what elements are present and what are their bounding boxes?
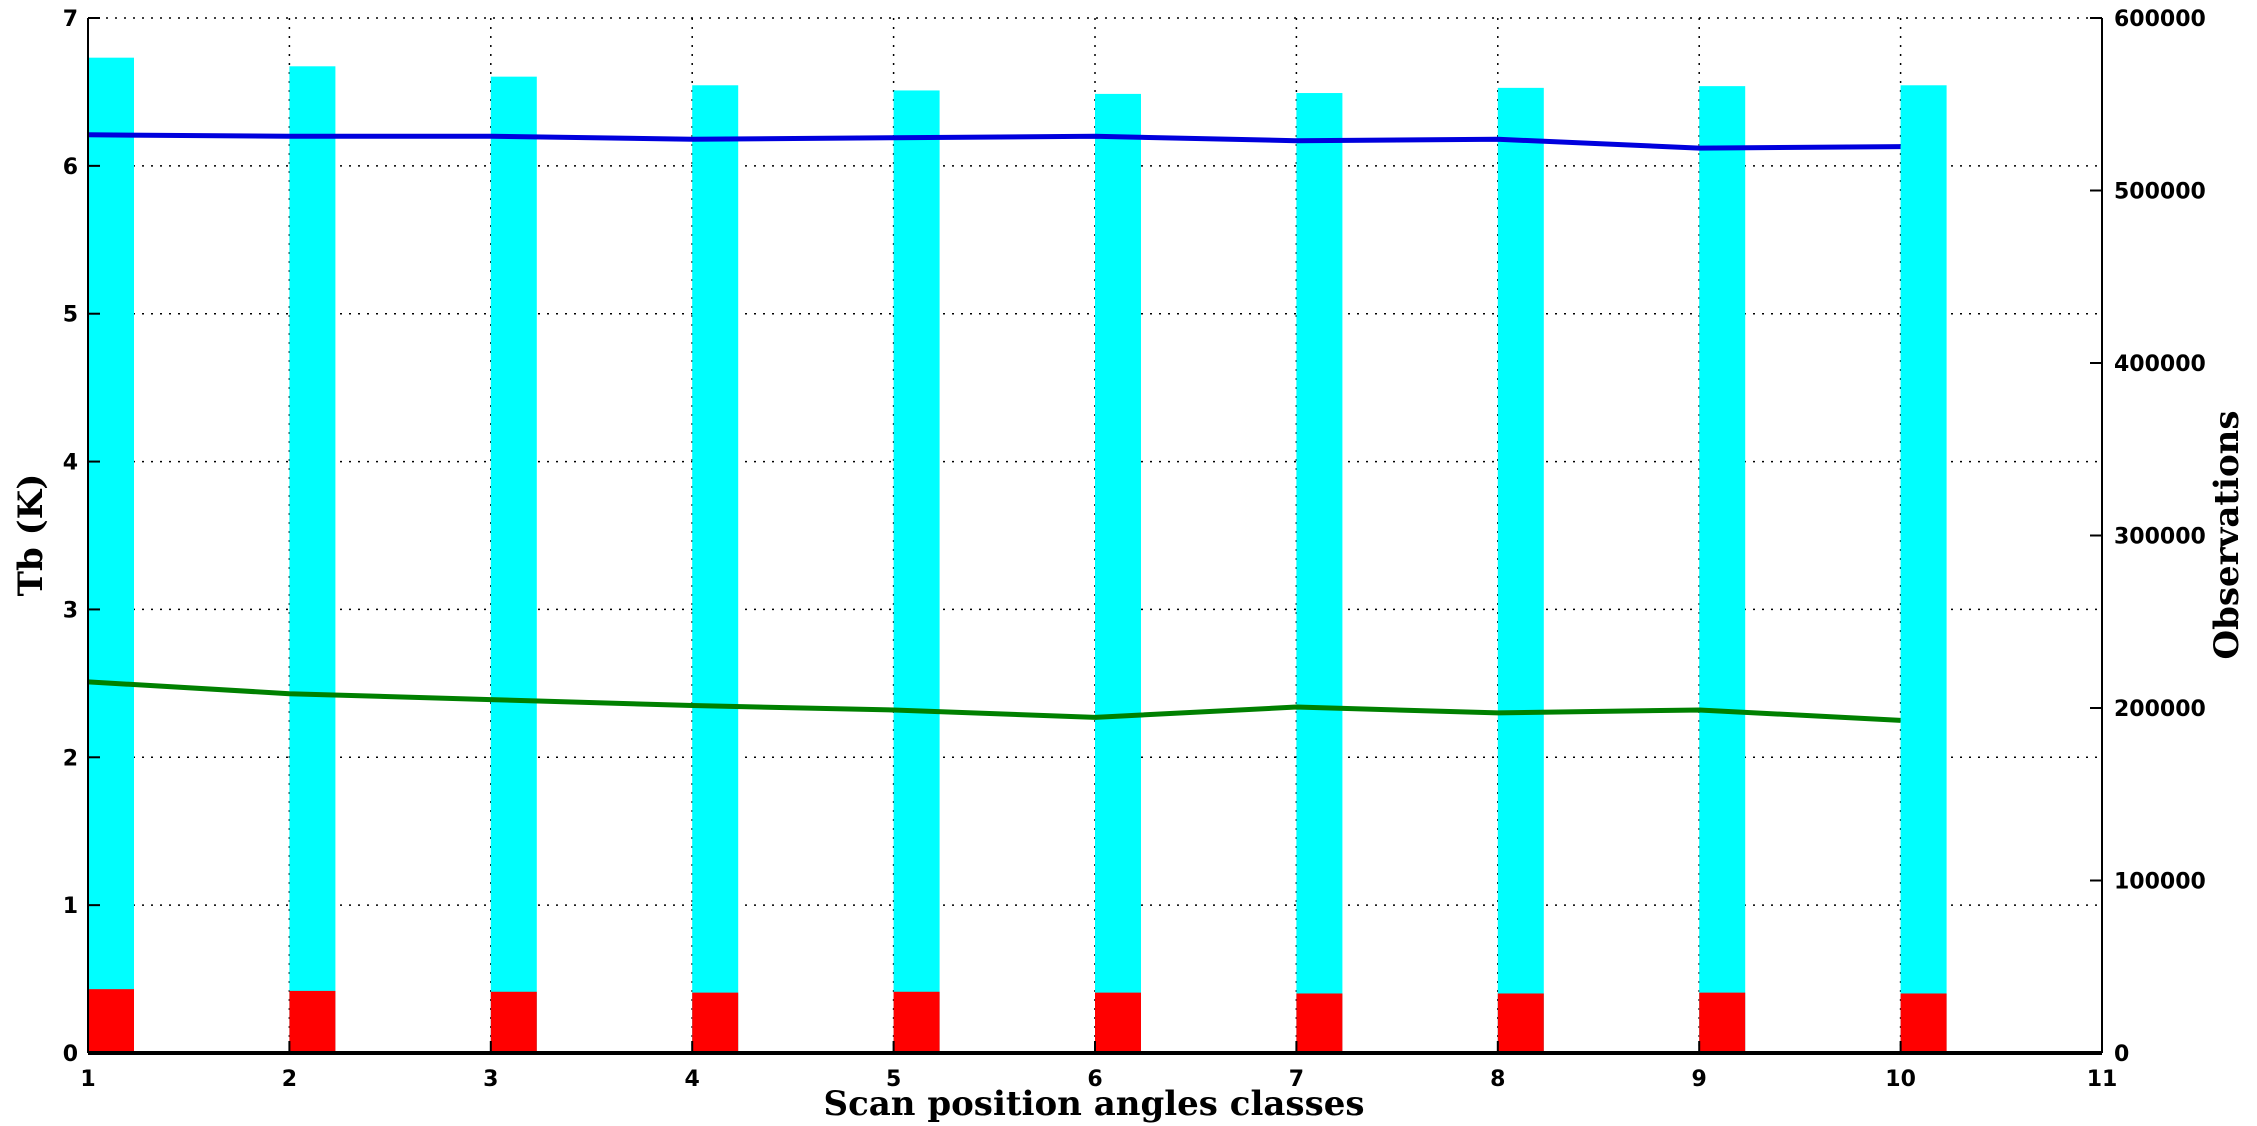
- bar: [893, 991, 940, 1053]
- bar: [1699, 992, 1746, 1053]
- y-tick-label: 6: [63, 155, 78, 180]
- y-tick-label: 5: [63, 303, 78, 328]
- bar: [1296, 93, 1343, 1054]
- axes: [87, 17, 2103, 1055]
- tick-labels: 0123456701000002000003000004000005000006…: [63, 7, 2206, 1092]
- x-tick-label: 8: [1490, 1067, 1505, 1092]
- y2-tick-label: 100000: [2114, 870, 2206, 895]
- x-tick-label: 3: [483, 1067, 498, 1092]
- x-tick-label: 2: [282, 1067, 297, 1092]
- y2-axis-title: Observations: [2207, 410, 2247, 659]
- x-tick-label: 9: [1692, 1067, 1707, 1092]
- y2-tick-label: 300000: [2114, 525, 2206, 550]
- x-tick-label: 6: [1087, 1067, 1102, 1092]
- y-axis-title: Tb (K): [11, 474, 51, 597]
- y2-tick-label: 400000: [2114, 352, 2206, 377]
- bar: [1699, 86, 1746, 1053]
- x-tick-label: 7: [1289, 1067, 1304, 1092]
- bar: [1095, 992, 1141, 1053]
- x-tick-label: 10: [1885, 1067, 1916, 1092]
- x-tick-label: 5: [886, 1067, 901, 1092]
- bar: [490, 991, 537, 1053]
- bar: [1296, 993, 1343, 1053]
- y2-tick-label: 200000: [2114, 697, 2206, 722]
- bar: [88, 989, 134, 1053]
- bar: [289, 990, 336, 1053]
- lines: [87, 132, 1901, 723]
- x-tick-label: 11: [2087, 1067, 2118, 1092]
- x-axis-title: Scan position angles classes: [824, 1084, 1365, 1124]
- series-line: [87, 679, 1901, 723]
- bar: [1095, 93, 1141, 1053]
- x-tick-label: 4: [685, 1067, 700, 1092]
- series-line: [87, 132, 1901, 151]
- y2-tick-label: 0: [2114, 1042, 2129, 1067]
- y-tick-label: 4: [63, 451, 78, 476]
- y-tick-label: 7: [63, 7, 78, 32]
- bar: [1900, 993, 1947, 1053]
- y-tick-label: 2: [63, 746, 78, 771]
- y-tick-label: 3: [63, 598, 78, 623]
- bar: [490, 76, 537, 1053]
- bars: [88, 57, 1947, 1054]
- bar: [1497, 87, 1544, 1054]
- y-tick-label: 0: [63, 1042, 78, 1067]
- y2-tick-label: 600000: [2114, 7, 2206, 32]
- bar: [893, 90, 940, 1053]
- y2-tick-label: 500000: [2114, 180, 2206, 205]
- bar: [289, 66, 336, 1054]
- bar: [88, 57, 134, 1054]
- bar: [692, 85, 739, 1053]
- x-tick-label: 1: [80, 1067, 95, 1092]
- y-tick-label: 1: [63, 894, 78, 919]
- bar: [692, 992, 739, 1053]
- bar: [1497, 993, 1544, 1053]
- bar: [1900, 85, 1947, 1053]
